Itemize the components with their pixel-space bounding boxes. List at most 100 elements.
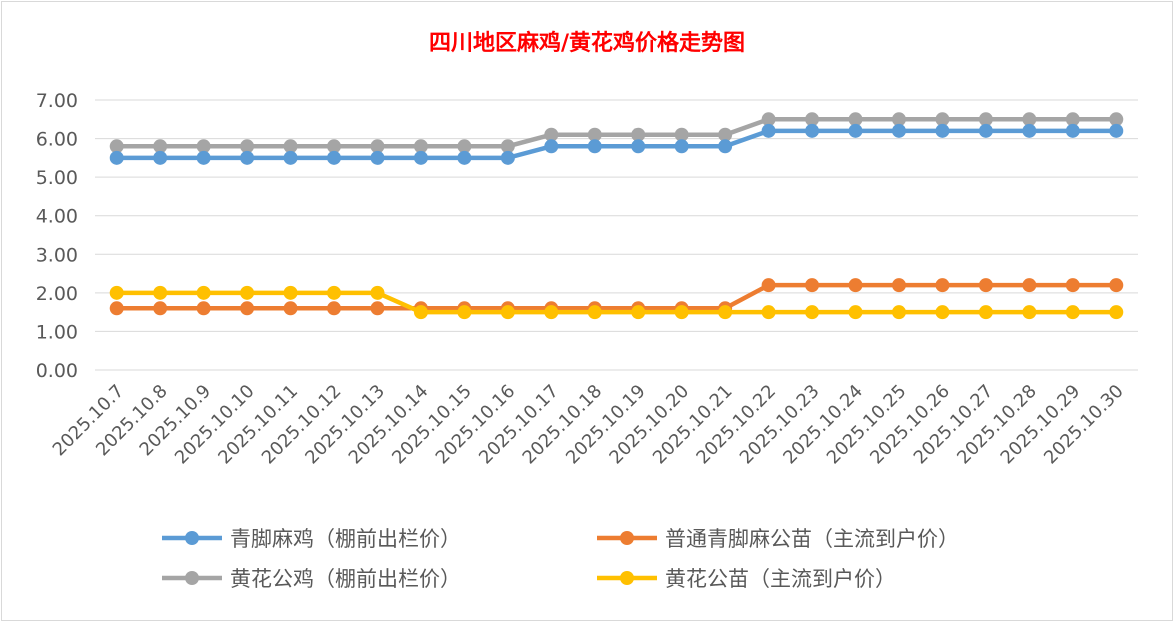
y-tick-label: 3.00 xyxy=(36,244,78,266)
legend-item: 黄花公苗（主流到户价） xyxy=(597,567,896,591)
data-point xyxy=(109,285,124,300)
data-point xyxy=(1022,278,1037,293)
data-point xyxy=(153,285,168,300)
data-point xyxy=(1065,305,1080,320)
legend-label: 黄花公鸡（棚前出栏价） xyxy=(230,567,461,591)
data-point xyxy=(718,139,733,154)
series-line xyxy=(116,128,1117,161)
data-point xyxy=(240,139,255,154)
data-point xyxy=(1109,123,1124,138)
y-tick-label: 1.00 xyxy=(36,321,78,343)
data-point xyxy=(457,139,472,154)
y-tick-label: 0.00 xyxy=(36,360,78,382)
data-point xyxy=(1065,278,1080,293)
data-point xyxy=(1065,112,1080,127)
series-line xyxy=(116,282,1117,311)
data-point xyxy=(413,305,428,320)
data-point xyxy=(327,301,342,316)
data-point xyxy=(413,139,428,154)
series-0 xyxy=(109,123,1124,165)
y-tick-label: 2.00 xyxy=(36,283,78,305)
data-point xyxy=(935,305,950,320)
data-point xyxy=(674,139,689,154)
data-point xyxy=(240,301,255,316)
legend-label: 普通青脚麻公苗（主流到户价） xyxy=(665,527,959,551)
data-point xyxy=(1109,278,1124,293)
data-point xyxy=(848,112,863,127)
data-point xyxy=(761,112,776,127)
y-tick-label: 6.00 xyxy=(36,129,78,151)
data-point xyxy=(848,305,863,320)
y-tick-label: 5.00 xyxy=(36,167,78,189)
legend-item: 黄花公鸡（棚前出栏价） xyxy=(162,567,461,591)
data-point xyxy=(935,123,950,138)
data-point xyxy=(761,278,776,293)
data-point xyxy=(848,278,863,293)
data-point xyxy=(196,139,211,154)
data-point xyxy=(891,123,906,138)
legend-marker xyxy=(620,531,634,545)
data-point xyxy=(196,285,211,300)
data-point xyxy=(718,127,733,142)
data-point xyxy=(109,301,124,316)
data-point xyxy=(370,139,385,154)
data-point xyxy=(370,150,385,165)
data-point xyxy=(891,112,906,127)
data-point xyxy=(1022,305,1037,320)
data-point xyxy=(457,305,472,320)
data-point xyxy=(153,301,168,316)
data-point xyxy=(327,150,342,165)
data-point xyxy=(891,305,906,320)
legend-label: 青脚麻鸡（棚前出栏价） xyxy=(230,527,461,551)
data-point xyxy=(196,150,211,165)
data-point xyxy=(153,139,168,154)
series-line xyxy=(116,290,1117,315)
data-point xyxy=(805,278,820,293)
data-point xyxy=(153,150,168,165)
data-point xyxy=(240,285,255,300)
data-point xyxy=(718,305,733,320)
legend-label: 黄花公苗（主流到户价） xyxy=(665,567,896,591)
data-point xyxy=(631,127,646,142)
data-point xyxy=(109,139,124,154)
data-point xyxy=(283,150,298,165)
data-point xyxy=(327,285,342,300)
legend-marker xyxy=(620,571,634,585)
data-point xyxy=(500,150,515,165)
data-point xyxy=(587,139,602,154)
data-point xyxy=(805,112,820,127)
series-3 xyxy=(109,285,1124,320)
data-point xyxy=(1065,123,1080,138)
data-point xyxy=(978,305,993,320)
data-point xyxy=(457,150,472,165)
data-point xyxy=(587,305,602,320)
legend-marker xyxy=(185,531,199,545)
data-point xyxy=(544,139,559,154)
data-point xyxy=(500,139,515,154)
data-point xyxy=(674,127,689,142)
data-point xyxy=(978,112,993,127)
data-point xyxy=(805,123,820,138)
data-point xyxy=(891,278,906,293)
data-point xyxy=(761,305,776,320)
data-point xyxy=(805,305,820,320)
y-tick-label: 4.00 xyxy=(36,206,78,228)
legend-item: 普通青脚麻公苗（主流到户价） xyxy=(597,527,959,551)
data-point xyxy=(327,139,342,154)
data-point xyxy=(1109,305,1124,320)
chart-title: 四川地区麻鸡/黄花鸡价格走势图 xyxy=(429,30,745,56)
data-point xyxy=(761,123,776,138)
legend-marker xyxy=(185,571,199,585)
data-point xyxy=(370,285,385,300)
data-point xyxy=(283,301,298,316)
data-point xyxy=(978,278,993,293)
data-point xyxy=(631,305,646,320)
data-point xyxy=(283,285,298,300)
data-point xyxy=(674,305,689,320)
data-point xyxy=(370,301,385,316)
data-point xyxy=(935,278,950,293)
series-line xyxy=(116,117,1117,149)
